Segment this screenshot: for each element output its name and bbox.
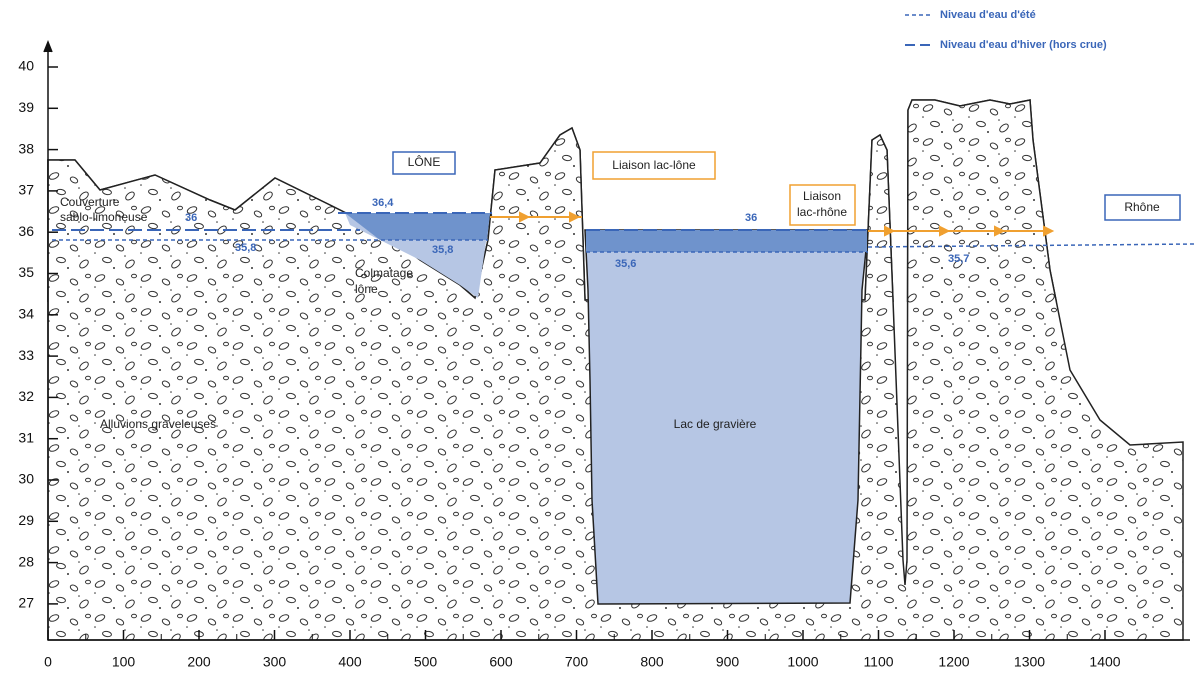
legend-label: Niveau d'eau d'été bbox=[940, 9, 1036, 21]
box-label: LÔNE bbox=[408, 154, 441, 169]
y-tick-label: 36 bbox=[18, 223, 34, 239]
x-tick-label: 500 bbox=[414, 654, 438, 670]
y-tick-label: 32 bbox=[18, 388, 34, 404]
box-label: Liaison bbox=[803, 189, 841, 203]
cross-section: LÔNE Liaison lac-lône Liaison lac-rhône … bbox=[0, 0, 1196, 682]
y-tick-label: 33 bbox=[18, 347, 34, 363]
y-tick-label: 31 bbox=[18, 429, 34, 445]
level-label: 35,6 bbox=[615, 258, 636, 270]
label: Alluvions graveleuses bbox=[100, 417, 216, 431]
y-tick-label: 28 bbox=[18, 553, 34, 569]
y-tick-label: 37 bbox=[18, 182, 34, 198]
x-tick-label: 1000 bbox=[787, 654, 818, 670]
y-tick-label: 27 bbox=[18, 595, 34, 611]
x-tick-label: 1200 bbox=[938, 654, 969, 670]
y-tick-label: 35 bbox=[18, 264, 34, 280]
y-tick-label: 34 bbox=[18, 306, 34, 322]
x-tick-label: 200 bbox=[187, 654, 211, 670]
level-label: 35,8 bbox=[235, 242, 256, 254]
y-tick-label: 38 bbox=[18, 140, 34, 156]
legend-label: Niveau d'eau d'hiver (hors crue) bbox=[940, 39, 1107, 51]
x-tick-label: 700 bbox=[565, 654, 589, 670]
x-tick-label: 300 bbox=[263, 654, 287, 670]
x-tick-label: 800 bbox=[640, 654, 664, 670]
level-label: 36 bbox=[745, 212, 757, 224]
lake-band bbox=[586, 230, 867, 252]
x-tick-label: 0 bbox=[44, 654, 52, 670]
level-label: 35,8 bbox=[432, 244, 453, 256]
level-label: 35,7 bbox=[948, 253, 969, 265]
x-tick-label: 1400 bbox=[1089, 654, 1120, 670]
box-label: Rhône bbox=[1124, 200, 1160, 214]
x-tick-label: 100 bbox=[112, 654, 136, 670]
y-tick-label: 30 bbox=[18, 471, 34, 487]
x-tick-label: 400 bbox=[338, 654, 362, 670]
label: lône bbox=[355, 282, 378, 296]
label: Couverture bbox=[60, 195, 120, 209]
y-tick-label: 40 bbox=[18, 58, 34, 74]
label: Colmatage bbox=[355, 266, 413, 280]
x-tick-label: 1100 bbox=[863, 654, 893, 670]
level-label: 36 bbox=[185, 212, 197, 224]
level-label: 36,4 bbox=[372, 197, 394, 209]
label: sablo-limoneuse bbox=[60, 210, 148, 224]
box-label: Liaison lac-lône bbox=[612, 158, 696, 172]
label: Lac de gravière bbox=[674, 417, 757, 431]
x-tick-label: 900 bbox=[716, 654, 740, 670]
box-label: lac-rhône bbox=[797, 205, 847, 219]
x-tick-label: 600 bbox=[489, 654, 513, 670]
y-tick-label: 39 bbox=[18, 99, 34, 115]
y-tick-label: 29 bbox=[18, 512, 34, 528]
x-tick-label: 1300 bbox=[1014, 654, 1045, 670]
